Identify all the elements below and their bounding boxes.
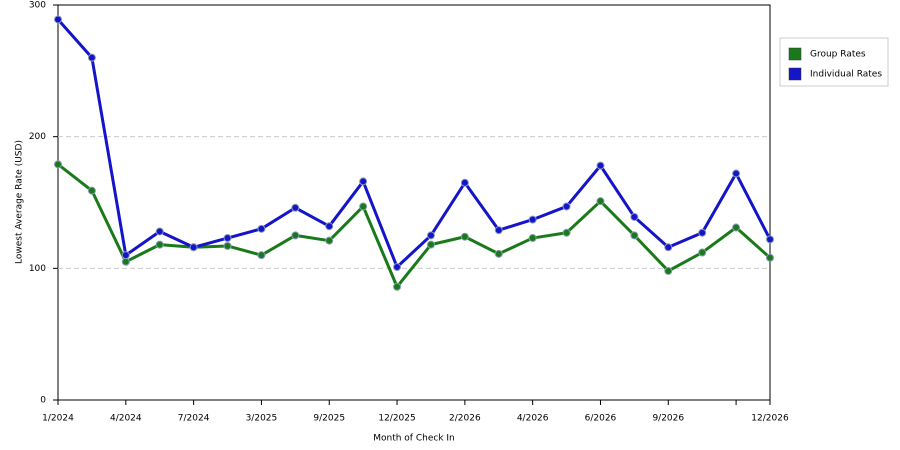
data-point — [257, 224, 266, 233]
data-point — [766, 235, 774, 244]
legend-swatch — [788, 47, 802, 61]
data-point — [223, 241, 232, 250]
data-point — [494, 226, 503, 235]
data-point — [359, 202, 368, 211]
y-tick-label: 0 — [40, 396, 46, 406]
series-line — [57, 163, 771, 289]
data-point — [698, 248, 707, 257]
data-point — [562, 202, 571, 211]
data-point — [87, 53, 96, 62]
data-point — [87, 186, 96, 195]
data-point — [155, 227, 164, 236]
data-point — [121, 257, 130, 266]
series-line — [56, 18, 772, 269]
x-tick-label: 1/2024 — [42, 414, 74, 424]
data-point — [460, 232, 469, 241]
x-tick-label: 7/2024 — [178, 414, 210, 424]
data-point — [155, 240, 164, 249]
x-tick-label: 6/2026 — [585, 414, 617, 424]
data-point — [562, 228, 571, 237]
x-tick-label: 12/2025 — [378, 414, 415, 424]
x-axis-label: Month of Check In — [373, 434, 455, 444]
data-point — [596, 161, 605, 170]
data-point — [257, 251, 266, 260]
data-point — [528, 215, 537, 224]
data-point — [528, 234, 537, 243]
data-point — [325, 222, 334, 231]
legend-label: Individual Rates — [810, 70, 882, 80]
data-point — [291, 203, 300, 212]
x-tick-label: 12/2026 — [751, 414, 789, 424]
data-point — [189, 243, 198, 252]
data-point — [494, 249, 503, 258]
legend-swatch — [788, 67, 802, 81]
x-tick-label: 9/2026 — [652, 414, 684, 424]
data-point — [121, 251, 130, 260]
plot-frame — [57, 4, 771, 401]
data-point — [630, 212, 639, 221]
x-tick-label: 3/2025 — [246, 414, 278, 424]
y-axis-label: Lowest Average Rate (USD) — [15, 140, 25, 264]
data-point — [54, 160, 62, 169]
data-point — [766, 253, 774, 262]
data-point — [393, 282, 402, 291]
data-point — [732, 223, 741, 232]
data-point — [426, 240, 435, 249]
data-point — [596, 197, 605, 206]
data-point — [291, 231, 300, 240]
data-point — [223, 234, 232, 243]
y-tick-label: 300 — [29, 1, 46, 11]
y-tick-label: 100 — [29, 264, 46, 274]
x-tick-label: 4/2026 — [517, 414, 549, 424]
data-point — [698, 228, 707, 237]
data-point — [664, 243, 673, 252]
data-point — [359, 177, 368, 186]
data-point — [460, 178, 469, 187]
data-point — [664, 266, 673, 275]
data-point — [325, 236, 334, 245]
data-point — [54, 15, 62, 24]
x-tick-label: 2/2026 — [449, 414, 481, 424]
y-tick-label: 200 — [29, 132, 46, 142]
data-point — [393, 263, 402, 272]
data-point — [426, 231, 435, 240]
data-point — [630, 231, 639, 240]
legend-label: Group Rates — [810, 50, 866, 60]
x-tick-label: 9/2025 — [313, 414, 345, 424]
data-point — [732, 169, 741, 178]
x-tick-label: 4/2024 — [110, 414, 142, 424]
